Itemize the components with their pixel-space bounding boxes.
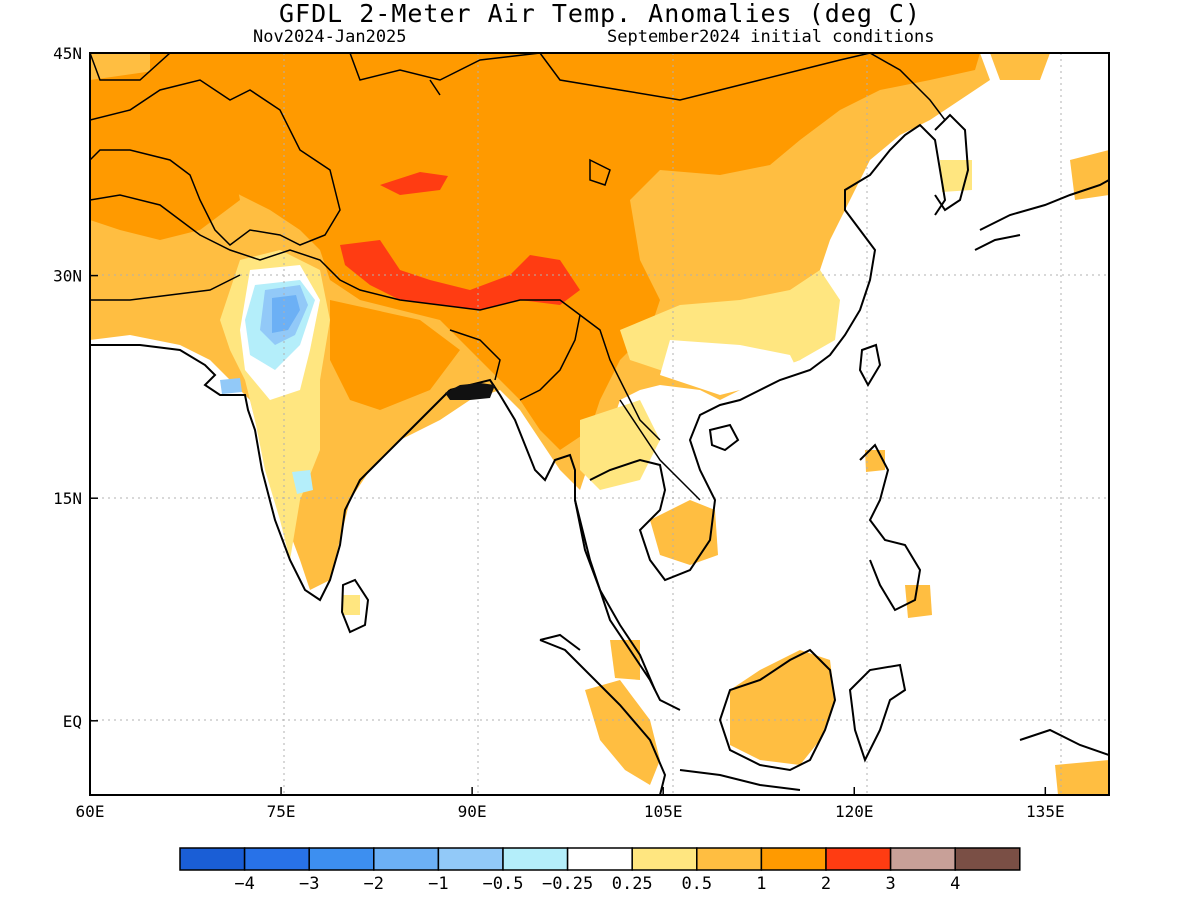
- anomaly-area-2-3: [150, 53, 980, 450]
- colorbar-label: 4: [950, 874, 960, 894]
- lon-tick-label: 90E: [458, 802, 487, 821]
- colorbar-swatch: [889, 847, 956, 871]
- colorbar-label: 1: [756, 874, 766, 894]
- colorbar-label: 0.25: [612, 874, 653, 894]
- colorbar-swatch: [631, 847, 698, 871]
- colorbar-label: −0.5: [483, 874, 524, 894]
- lon-tick-label: 60E: [76, 802, 105, 821]
- anomaly-area-minus-0-5-dot: [292, 470, 313, 494]
- anomaly-area-indochina: [650, 500, 718, 565]
- colorbar-swatch: [243, 847, 310, 871]
- country-borders: [90, 53, 946, 501]
- lat-tick-label: 45N: [53, 44, 82, 63]
- initial-conditions: September2024 initial conditions: [607, 27, 935, 47]
- colorbar-swatch: [760, 847, 827, 871]
- ganges-delta: [445, 383, 495, 400]
- colorbar-swatch: [954, 847, 1021, 871]
- colorbar-swatch: [566, 847, 633, 871]
- colorbar-swatch: [825, 847, 892, 871]
- anomaly-area-borneo: [730, 650, 835, 765]
- longitude-ticks: 60E 75E 90E 105E 120E 135E: [76, 787, 1065, 821]
- colorbar-label: −4: [234, 874, 254, 894]
- anomaly-area-minus-0-5-dot2: [220, 378, 242, 394]
- colorbar-label: −1: [428, 874, 448, 894]
- colorbar-label: −2: [364, 874, 384, 894]
- plot-frame: [89, 52, 1110, 796]
- lon-tick-label: 135E: [1026, 802, 1065, 821]
- anomaly-area-ne-china: [990, 53, 1050, 80]
- colorbar-label: 0.5: [681, 874, 712, 894]
- latitude-ticks: 45N 30N 15N EQ: [53, 44, 98, 731]
- lon-tick-label: 105E: [644, 802, 683, 821]
- colorbar-swatch: [179, 847, 246, 871]
- anomaly-area-sulawesi: [905, 585, 932, 618]
- colorbar-label: −0.25: [542, 874, 593, 894]
- lat-tick-label: 30N: [53, 267, 82, 286]
- forecast-period: Nov2024-Jan2025: [253, 27, 407, 47]
- anomaly-area-japan: [1070, 150, 1109, 200]
- anomaly-area-sumatra: [585, 680, 660, 785]
- colorbar-label: 3: [885, 874, 895, 894]
- lat-tick-label: 15N: [53, 489, 82, 508]
- colorbar: [179, 847, 1021, 871]
- lon-tick-label: 75E: [267, 802, 296, 821]
- colorbar-swatch: [437, 847, 504, 871]
- anomaly-area-neutral: [660, 340, 800, 395]
- colorbar-labels: −4 −3 −2 −1 −0.5 −0.25 0.25 0.5 1 2 3 4: [234, 874, 960, 894]
- colorbar-swatch: [696, 847, 763, 871]
- anomaly-area-2-3-india: [330, 300, 460, 410]
- anomaly-area-sumatra-north: [610, 640, 640, 680]
- anomaly-area-srilanka: [342, 595, 360, 615]
- anomaly-area-png: [1055, 760, 1109, 795]
- anomaly-field: [90, 53, 1109, 795]
- colorbar-swatch: [308, 847, 375, 871]
- colorbar-swatch: [502, 847, 569, 871]
- colorbar-swatch: [373, 847, 440, 871]
- anomaly-area-3-4: [340, 240, 580, 310]
- anomaly-area-indochina-pale: [580, 400, 660, 490]
- coastlines: [90, 113, 1109, 795]
- map-grid: [90, 53, 1109, 795]
- lat-tick-label: EQ: [63, 712, 82, 731]
- lon-tick-label: 120E: [835, 802, 874, 821]
- colorbar-label: −3: [299, 874, 319, 894]
- anomaly-area-3-4-north: [380, 172, 448, 195]
- anomaly-area-minus-2: [272, 295, 300, 333]
- map-title: GFDL 2-Meter Air Temp. Anomalies (deg C): [278, 0, 922, 28]
- colorbar-label: 2: [821, 874, 831, 894]
